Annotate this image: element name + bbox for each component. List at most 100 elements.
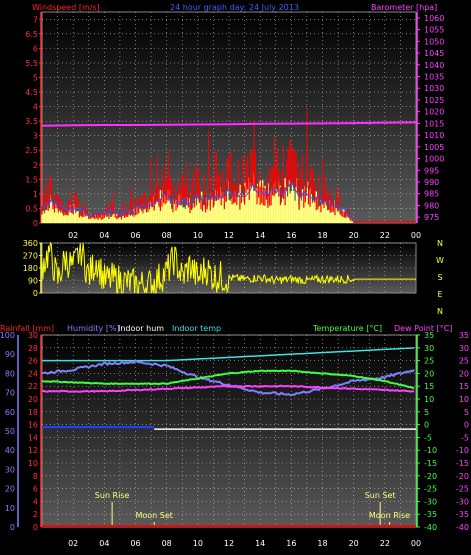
- event-label: Sun Set: [365, 491, 396, 500]
- rain-y-tick: 4: [33, 497, 38, 506]
- temperature-line: [41, 369, 415, 390]
- compass-label: N: [437, 307, 443, 316]
- rain-y-tick: 6: [33, 485, 38, 494]
- x-tick-label: 14: [255, 539, 265, 548]
- indoor-temp-title: Indoor temp: [172, 324, 221, 333]
- barometer-title: Barometer [hpa]: [371, 3, 437, 12]
- rain-y-tick: 28: [28, 344, 38, 353]
- temperature-title: Temperature [°C]: [312, 324, 382, 333]
- x-tick-label: 22: [380, 539, 390, 548]
- wind-y-tick: 7: [33, 15, 38, 24]
- x-tick-label: 04: [99, 231, 109, 240]
- baro-y-tick: 990: [424, 178, 439, 187]
- axis-labels: 76.565.554.543.532.521.510.5010601055105…: [0, 14, 469, 548]
- temp-y-tick: 20: [424, 369, 434, 378]
- humidity-y-tick: 10: [5, 504, 15, 513]
- direction-y-tick: 360: [23, 239, 38, 248]
- indoor-hum-title: Indoor hum: [118, 324, 164, 333]
- x-tick-label: 14: [255, 231, 265, 240]
- x-tick-label: 22: [380, 231, 390, 240]
- temp-y-tick: 5: [424, 408, 429, 417]
- humidity-y-tick: 20: [5, 485, 15, 494]
- rain-y-tick: 26: [28, 357, 38, 366]
- compass-label: N: [437, 239, 443, 248]
- dew-y-tick: -5: [461, 433, 469, 442]
- dew-y-tick: -30: [456, 497, 469, 506]
- x-tick-label: 02: [68, 539, 78, 548]
- rain-y-tick: 30: [28, 331, 38, 340]
- baro-y-tick: 1035: [424, 72, 444, 81]
- direction-y-tick: 180: [23, 264, 38, 273]
- wind-average-line: [41, 181, 354, 218]
- dew-point-line: [41, 384, 415, 393]
- temp-y-tick: -5: [424, 433, 432, 442]
- x-tick-label: 18: [317, 231, 327, 240]
- barometer-line: [41, 121, 417, 127]
- dew-y-tick: 0: [464, 421, 469, 430]
- baro-y-tick: 1030: [424, 84, 444, 93]
- baro-y-tick: 1055: [424, 26, 444, 35]
- humidity-y-tick: 90: [5, 350, 15, 359]
- rainfall-title: Rainfall [mm]: [0, 324, 54, 333]
- x-tick-label: 06: [130, 231, 140, 240]
- x-tick-label: 00: [411, 539, 421, 548]
- x-tick-label: 10: [193, 231, 203, 240]
- x-tick-label: 20: [349, 539, 359, 548]
- humidity-y-tick: 80: [5, 369, 15, 378]
- rain-y-tick: 0: [33, 523, 38, 532]
- rain-y-tick: 10: [28, 459, 38, 468]
- wind-y-tick: 0.5: [25, 204, 38, 213]
- dew-y-tick: 15: [459, 382, 469, 391]
- humidity-y-tick: 40: [5, 446, 15, 455]
- dew-y-tick: -20: [456, 472, 469, 481]
- temp-y-tick: -40: [424, 523, 437, 532]
- wind-direction-line: [41, 241, 416, 294]
- dew-y-tick: 20: [459, 369, 469, 378]
- indoor-temp-line: [42, 347, 415, 362]
- compass-label: W: [436, 256, 444, 265]
- baro-y-tick: 1060: [424, 14, 444, 23]
- temp-y-tick: 10: [424, 395, 434, 404]
- baro-y-tick: 1050: [424, 37, 444, 46]
- rain-y-tick: 16: [28, 421, 38, 430]
- baro-y-tick: 1020: [424, 108, 444, 117]
- humidity-y-tick: 100: [0, 331, 15, 340]
- chart-marks: [41, 110, 417, 527]
- dew-y-tick: -40: [456, 523, 469, 532]
- wind-y-tick: 3.5: [25, 117, 38, 126]
- wind-y-tick: 2: [33, 161, 38, 170]
- temp-y-tick: 30: [424, 344, 434, 353]
- x-tick-label: 18: [317, 539, 327, 548]
- temp-y-tick: 0: [424, 421, 429, 430]
- rain-y-tick: 2: [33, 510, 38, 519]
- temp-y-tick: 15: [424, 382, 434, 391]
- rain-y-tick: 20: [28, 395, 38, 404]
- baro-y-tick: 1005: [424, 143, 444, 152]
- wind-y-tick: 1.5: [25, 175, 38, 184]
- x-tick-label: 12: [224, 539, 234, 548]
- wind-y-tick: 4.5: [25, 88, 38, 97]
- wind-y-tick: 3: [33, 132, 38, 141]
- baro-y-tick: 985: [424, 190, 439, 199]
- dew-y-tick: 30: [459, 344, 469, 353]
- baro-y-tick: 1010: [424, 131, 444, 140]
- humidity-y-tick: 30: [5, 465, 15, 474]
- x-tick-label: 16: [286, 231, 296, 240]
- baro-y-tick: 1000: [424, 155, 444, 164]
- x-tick-label: 02: [68, 231, 78, 240]
- wind-y-tick: 5: [33, 73, 38, 82]
- rain-y-tick: 8: [33, 472, 38, 481]
- rain-y-tick: 24: [28, 369, 38, 378]
- humidity-y-tick: 60: [5, 408, 15, 417]
- x-tick-label: 20: [349, 231, 359, 240]
- wind-y-tick: 0: [33, 219, 38, 228]
- wind-y-tick: 4: [33, 103, 38, 112]
- compass-label: E: [437, 290, 442, 299]
- dew-point-title: Dew Point [°C]: [394, 324, 452, 333]
- temp-y-tick: -20: [424, 472, 437, 481]
- rain-y-tick: 18: [28, 408, 38, 417]
- baro-y-tick: 995: [424, 166, 439, 175]
- baro-y-tick: 980: [424, 201, 439, 210]
- dew-y-tick: -15: [456, 459, 469, 468]
